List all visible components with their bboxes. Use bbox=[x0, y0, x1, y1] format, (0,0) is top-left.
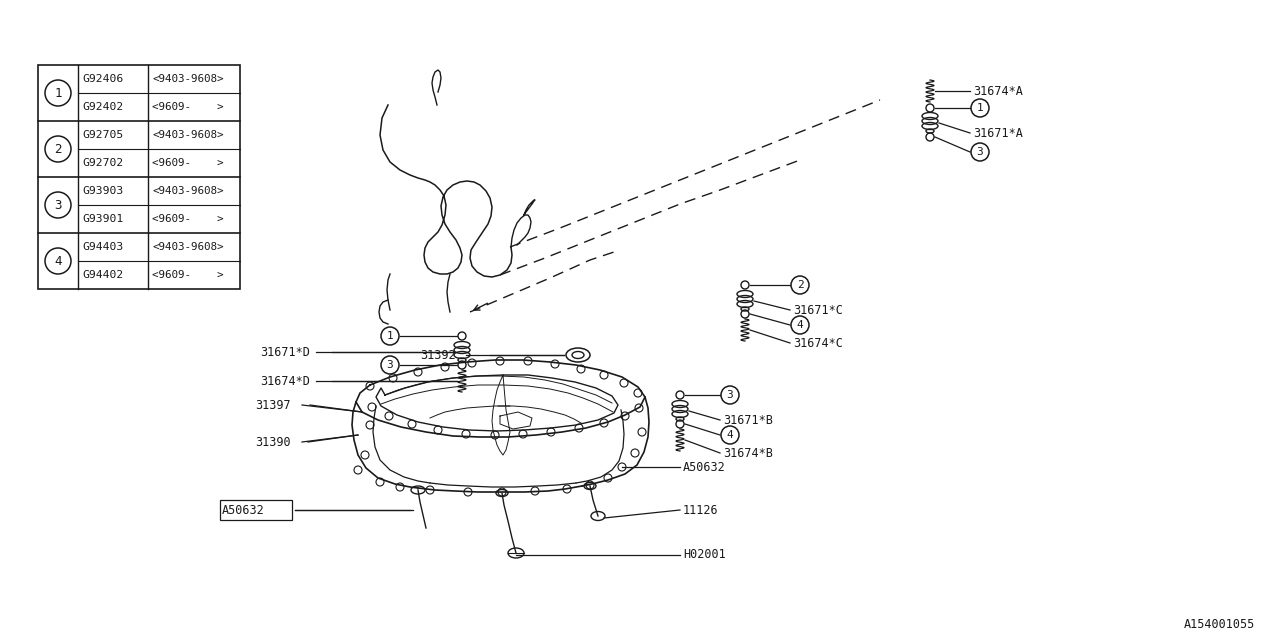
Text: 31671*A: 31671*A bbox=[973, 127, 1023, 140]
Text: G92406: G92406 bbox=[82, 74, 123, 84]
Bar bbox=[38, 65, 241, 289]
Text: 1: 1 bbox=[54, 86, 61, 99]
Text: <9403-9608>: <9403-9608> bbox=[152, 74, 224, 84]
Text: G93901: G93901 bbox=[82, 214, 123, 224]
Text: 1: 1 bbox=[387, 331, 393, 341]
Text: <9609-    >: <9609- > bbox=[152, 214, 224, 224]
Text: A50632: A50632 bbox=[684, 461, 726, 474]
Text: 31674*D: 31674*D bbox=[260, 374, 310, 387]
Text: 3: 3 bbox=[54, 198, 61, 211]
Text: A50632: A50632 bbox=[221, 504, 265, 516]
Text: 31674*A: 31674*A bbox=[973, 84, 1023, 97]
Text: 3: 3 bbox=[977, 147, 983, 157]
Text: 31671*B: 31671*B bbox=[723, 413, 773, 426]
Text: A154001055: A154001055 bbox=[1184, 618, 1254, 632]
Text: 11126: 11126 bbox=[684, 504, 718, 516]
Bar bbox=[220, 500, 292, 520]
Text: <9403-9608>: <9403-9608> bbox=[152, 130, 224, 140]
Text: <9609-    >: <9609- > bbox=[152, 102, 224, 112]
Text: 1: 1 bbox=[977, 103, 983, 113]
Text: <9609-    >: <9609- > bbox=[152, 270, 224, 280]
Text: 31671*C: 31671*C bbox=[794, 303, 842, 317]
Text: 31674*B: 31674*B bbox=[723, 447, 773, 460]
Text: G92705: G92705 bbox=[82, 130, 123, 140]
Text: 2: 2 bbox=[54, 143, 61, 156]
Text: <9609-    >: <9609- > bbox=[152, 158, 224, 168]
Text: 31674*C: 31674*C bbox=[794, 337, 842, 349]
Text: G92702: G92702 bbox=[82, 158, 123, 168]
Text: G92402: G92402 bbox=[82, 102, 123, 112]
Text: <9403-9608>: <9403-9608> bbox=[152, 186, 224, 196]
Text: 31392: 31392 bbox=[420, 349, 456, 362]
Text: G94402: G94402 bbox=[82, 270, 123, 280]
Text: G93903: G93903 bbox=[82, 186, 123, 196]
Text: 4: 4 bbox=[796, 320, 804, 330]
Text: 4: 4 bbox=[727, 430, 733, 440]
Text: 31397: 31397 bbox=[255, 399, 291, 412]
Text: 4: 4 bbox=[54, 255, 61, 268]
Text: <9403-9608>: <9403-9608> bbox=[152, 242, 224, 252]
Text: G94403: G94403 bbox=[82, 242, 123, 252]
Text: 3: 3 bbox=[387, 360, 393, 370]
Text: 31671*D: 31671*D bbox=[260, 346, 310, 358]
Text: 2: 2 bbox=[796, 280, 804, 290]
Text: 31390: 31390 bbox=[255, 435, 291, 449]
Text: 3: 3 bbox=[727, 390, 733, 400]
Text: H02001: H02001 bbox=[684, 548, 726, 561]
